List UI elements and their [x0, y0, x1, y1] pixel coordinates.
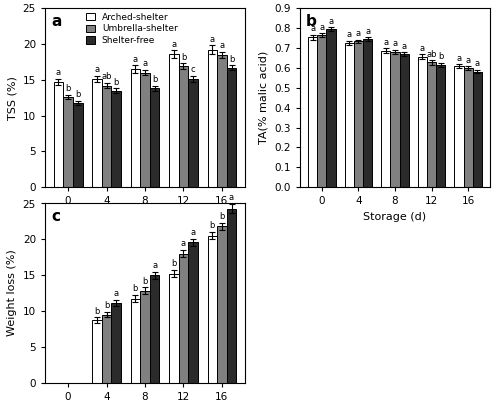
Bar: [308, 37, 318, 187]
Text: a: a: [172, 39, 176, 48]
Text: a: a: [56, 68, 61, 77]
Text: a: a: [190, 228, 196, 237]
Text: a: a: [320, 23, 324, 32]
Legend: Arched-shelter, Umbrella-shelter, Shelter-free: Arched-shelter, Umbrella-shelter, Shelte…: [86, 13, 178, 45]
Text: b: b: [75, 90, 80, 99]
Text: a: a: [181, 239, 186, 248]
Text: b: b: [438, 53, 444, 61]
Bar: [217, 55, 226, 187]
Text: a: a: [142, 59, 148, 68]
Text: a: a: [210, 35, 215, 44]
Text: a: a: [133, 55, 138, 63]
Bar: [112, 90, 121, 187]
Bar: [390, 52, 400, 187]
Bar: [454, 66, 464, 187]
Bar: [472, 72, 482, 187]
Bar: [436, 65, 445, 187]
Text: a: a: [114, 289, 118, 298]
Text: b: b: [210, 221, 215, 230]
Text: b: b: [66, 84, 71, 93]
Bar: [188, 242, 198, 383]
Bar: [130, 69, 140, 187]
Text: b: b: [229, 55, 234, 63]
X-axis label: Storage (d): Storage (d): [364, 212, 426, 222]
Bar: [326, 29, 336, 187]
Bar: [400, 54, 408, 187]
Text: a: a: [328, 17, 334, 26]
Text: ab: ab: [426, 50, 437, 59]
Bar: [64, 97, 73, 187]
Bar: [92, 320, 102, 383]
Y-axis label: Weight loss (%): Weight loss (%): [7, 249, 17, 337]
Text: c: c: [191, 66, 196, 74]
Bar: [363, 39, 372, 187]
Text: b: b: [306, 13, 316, 28]
Bar: [140, 291, 150, 383]
Text: b: b: [171, 259, 176, 268]
Bar: [169, 274, 178, 383]
Bar: [318, 35, 326, 187]
Bar: [208, 236, 217, 383]
Text: a: a: [402, 42, 406, 50]
Bar: [92, 79, 102, 187]
Bar: [150, 88, 160, 187]
X-axis label: Storage (d): Storage (d): [114, 212, 176, 222]
Bar: [169, 54, 178, 187]
Bar: [354, 42, 363, 187]
Text: a: a: [456, 54, 462, 63]
Bar: [226, 208, 236, 383]
Bar: [102, 315, 112, 383]
Text: ab: ab: [102, 72, 112, 81]
Text: b: b: [219, 212, 224, 221]
Bar: [464, 68, 472, 187]
Text: a: a: [94, 66, 100, 74]
Text: a: a: [220, 41, 224, 50]
Text: a: a: [392, 39, 398, 48]
Text: a: a: [384, 37, 388, 46]
Text: a: a: [356, 29, 361, 38]
Bar: [418, 57, 427, 187]
Bar: [102, 85, 112, 187]
Text: a: a: [51, 13, 62, 28]
Text: a: a: [310, 24, 316, 33]
Bar: [150, 275, 160, 383]
Bar: [345, 43, 354, 187]
Bar: [382, 51, 390, 187]
Bar: [178, 66, 188, 187]
Text: b: b: [104, 301, 109, 310]
Bar: [217, 226, 226, 383]
Bar: [178, 254, 188, 383]
Bar: [140, 72, 150, 187]
Bar: [208, 50, 217, 187]
Bar: [226, 68, 236, 187]
Text: a: a: [365, 26, 370, 35]
Y-axis label: TSS (%): TSS (%): [7, 76, 17, 120]
Text: a: a: [420, 44, 425, 53]
Text: b: b: [142, 276, 148, 286]
Text: b: b: [181, 53, 186, 61]
Text: a: a: [152, 261, 157, 270]
Text: b: b: [114, 78, 119, 87]
Y-axis label: TA(% malic acid): TA(% malic acid): [259, 51, 269, 144]
Text: c: c: [51, 209, 60, 224]
Bar: [112, 303, 121, 383]
Text: a: a: [474, 59, 480, 68]
Text: b: b: [132, 284, 138, 293]
Text: b: b: [94, 306, 100, 315]
Bar: [73, 103, 83, 187]
Bar: [188, 79, 198, 187]
Text: b: b: [152, 75, 158, 84]
Bar: [54, 82, 64, 187]
Bar: [130, 299, 140, 383]
Text: a: a: [466, 56, 470, 65]
Bar: [427, 62, 436, 187]
Text: a: a: [347, 30, 352, 39]
Text: a: a: [229, 193, 234, 202]
